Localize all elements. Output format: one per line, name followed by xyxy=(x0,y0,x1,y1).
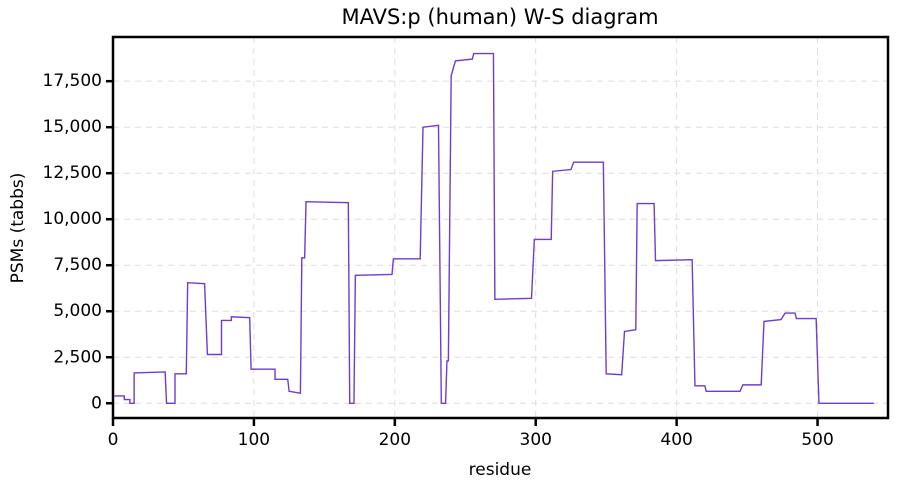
x-tick-label: 400 xyxy=(660,430,692,450)
y-axis-label: PSMs (tabbs) xyxy=(8,173,28,284)
plot-frame xyxy=(111,35,890,420)
y-tick-label: 7,500 xyxy=(53,255,102,275)
x-tick-label: 300 xyxy=(520,430,552,450)
x-tick-label: 200 xyxy=(379,430,411,450)
chart-title: MAVS:p (human) W-S diagram xyxy=(341,5,658,29)
y-tick-label: 0 xyxy=(91,393,102,413)
y-tick-label: 15,000 xyxy=(43,117,102,137)
data-line xyxy=(114,52,874,404)
x-tick-label: 100 xyxy=(238,430,270,450)
y-tick-label: 12,500 xyxy=(43,163,102,183)
y-tick-label: 17,500 xyxy=(43,71,102,91)
x-axis-label: residue xyxy=(469,460,532,480)
y-tick-label: 10,000 xyxy=(43,209,102,229)
y-tick-label: 2,500 xyxy=(53,347,102,367)
x-tick-label: 0 xyxy=(108,430,119,450)
x-tick-label: 500 xyxy=(801,430,833,450)
y-tick-label: 5,000 xyxy=(53,301,102,321)
